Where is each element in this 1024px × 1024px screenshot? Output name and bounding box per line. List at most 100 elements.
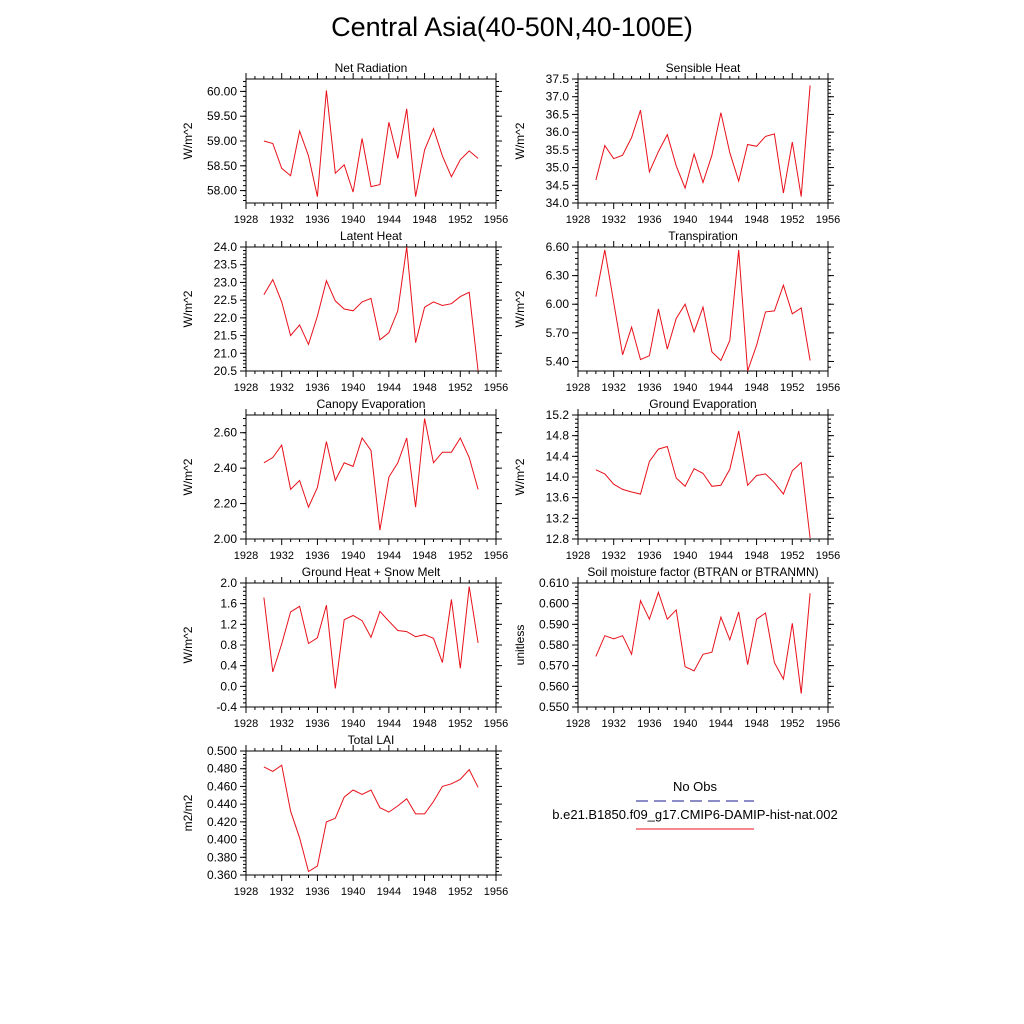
x-tick-label: 1928 [234, 718, 258, 730]
x-tick-label: 1932 [601, 550, 625, 562]
panel-frame [577, 78, 829, 204]
x-tick-label: 1928 [234, 550, 258, 562]
x-tick-label: 1940 [341, 214, 365, 226]
panel-0: Net Radiation W/m^2 1928 1932 1936 1940 1944 19… [181, 61, 508, 226]
y-tick-label: 14.0 [546, 470, 570, 484]
x-tick-label: 1956 [816, 718, 840, 730]
y-tick-label: 0.580 [539, 638, 569, 652]
panel-ylabel: W/m^2 [181, 458, 195, 495]
x-tick-label: 1928 [234, 214, 258, 226]
x-tick-label: 1936 [637, 550, 661, 562]
y-tick-label: 0.360 [207, 868, 237, 882]
x-tick-label: 1940 [673, 550, 697, 562]
x-tick-label: 1952 [448, 550, 472, 562]
x-tick-label: 1948 [744, 718, 768, 730]
x-tick-label: 1948 [412, 718, 436, 730]
y-tick-label: 23.5 [214, 258, 238, 272]
y-tick-label: 21.5 [214, 329, 238, 343]
y-tick-label: 59.00 [207, 134, 237, 148]
panel-5: Ground Evaporation W/m^2 1928 1932 1936 1940 1… [513, 397, 840, 562]
panel-title: Transpiration [668, 229, 738, 243]
y-tick-label: 20.5 [214, 364, 238, 378]
x-tick-label: 1936 [305, 214, 329, 226]
y-tick-label: 34.5 [546, 178, 570, 192]
x-tick-label: 1936 [305, 550, 329, 562]
x-tick-label: 1956 [484, 214, 508, 226]
y-tick-label: 13.6 [546, 491, 570, 505]
panel-frame [245, 582, 497, 708]
panel-2: Latent Heat W/m^2 1928 1932 1936 1940 1944 1948… [181, 229, 508, 394]
legend-model-label: b.e21.B1850.f09_g17.CMIP6-DAMIP-hist-nat… [552, 807, 837, 822]
y-tick-label: 13.2 [546, 511, 570, 525]
x-tick-label: 1928 [234, 382, 258, 394]
series-line-0 [595, 590, 811, 694]
panel-frame [245, 750, 497, 876]
x-tick-label: 1952 [780, 550, 804, 562]
panel-title: Latent Heat [340, 229, 403, 243]
x-tick-label: 1944 [377, 550, 401, 562]
x-tick-label: 1940 [341, 886, 365, 898]
panel-6: Ground Heat + Snow Melt W/m^2 1928 1932 1936… [181, 565, 508, 730]
panel-ylabel: W/m^2 [181, 122, 195, 159]
y-tick-label: 0.380 [207, 850, 237, 864]
y-tick-label: 0.600 [539, 597, 569, 611]
panel-ylabel: W/m^2 [181, 626, 195, 663]
x-tick-label: 1948 [744, 382, 768, 394]
y-tick-label: 6.30 [546, 269, 570, 283]
y-tick-label: 34.0 [546, 196, 570, 210]
x-tick-label: 1944 [377, 382, 401, 394]
y-tick-label: 0.440 [207, 797, 237, 811]
y-tick-label: 5.40 [546, 354, 570, 368]
y-tick-label: 0.0 [220, 679, 237, 693]
x-tick-label: 1952 [780, 718, 804, 730]
x-tick-label: 1940 [341, 550, 365, 562]
y-tick-label: 0.500 [207, 744, 237, 758]
y-tick-label: 14.4 [546, 449, 570, 463]
y-tick-label: 0.460 [207, 779, 237, 793]
x-tick-label: 1936 [637, 214, 661, 226]
series-line-0 [263, 90, 479, 197]
x-tick-label: 1956 [484, 382, 508, 394]
x-tick-label: 1948 [412, 886, 436, 898]
y-tick-label: 0.400 [207, 833, 237, 847]
series-line-0 [595, 430, 811, 539]
x-tick-label: 1944 [709, 550, 733, 562]
panel-7: Soil moisture factor (BTRAN or BTRANMN) u… [513, 565, 840, 730]
y-tick-label: 24.0 [214, 240, 238, 254]
x-tick-label: 1956 [816, 550, 840, 562]
x-tick-label: 1948 [744, 550, 768, 562]
panel-title: Canopy Evaporation [317, 397, 426, 411]
x-tick-label: 1948 [412, 214, 436, 226]
y-tick-label: 12.8 [546, 532, 570, 546]
x-tick-label: 1944 [709, 718, 733, 730]
x-tick-label: 1952 [780, 214, 804, 226]
x-tick-label: 1932 [601, 382, 625, 394]
x-tick-label: 1956 [484, 886, 508, 898]
x-tick-label: 1956 [816, 214, 840, 226]
x-tick-label: 1936 [305, 718, 329, 730]
y-tick-label: 0.590 [539, 617, 569, 631]
panel-4: Canopy Evaporation W/m^2 1928 1932 1936 1940 1… [181, 397, 508, 562]
legend-obs-label: No Obs [673, 779, 718, 794]
series-line-0 [263, 586, 479, 689]
panel-frame [577, 582, 829, 708]
y-tick-label: 0.550 [539, 700, 569, 714]
x-tick-label: 1928 [566, 382, 590, 394]
y-tick-label: 36.0 [546, 125, 570, 139]
y-tick-label: 2.0 [220, 576, 237, 590]
x-tick-label: 1952 [448, 718, 472, 730]
x-tick-label: 1948 [412, 382, 436, 394]
y-tick-label: 6.60 [546, 240, 570, 254]
y-tick-label: 37.0 [546, 90, 570, 104]
x-tick-label: 1932 [269, 886, 293, 898]
y-tick-label: 58.50 [207, 159, 237, 173]
y-tick-label: 1.2 [220, 617, 237, 631]
x-tick-label: 1940 [341, 382, 365, 394]
x-tick-label: 1944 [377, 886, 401, 898]
x-tick-label: 1952 [448, 886, 472, 898]
y-tick-label: 22.0 [214, 311, 238, 325]
x-tick-label: 1928 [566, 718, 590, 730]
x-tick-label: 1932 [269, 550, 293, 562]
y-tick-label: 23.0 [214, 275, 238, 289]
